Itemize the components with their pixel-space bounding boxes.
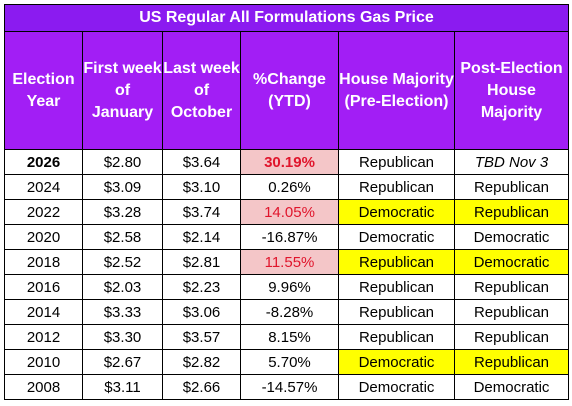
header-house-majority-post: Post-Election House Majority bbox=[454, 31, 569, 150]
table-row: 2010 $2.67 $2.82 5.70% Democratic Republ… bbox=[4, 349, 569, 375]
jan-price-cell: $2.67 bbox=[82, 349, 163, 375]
change-cell: 30.19% bbox=[240, 149, 339, 175]
oct-price-cell: $3.57 bbox=[162, 324, 241, 350]
oct-price-cell: $3.10 bbox=[162, 174, 241, 200]
table-row: 2014 $3.33 $3.06 -8.28% Republican Repub… bbox=[4, 299, 569, 325]
post-majority-cell: Democratic bbox=[454, 374, 569, 400]
change-cell: 11.55% bbox=[240, 249, 339, 275]
change-cell: -16.87% bbox=[240, 224, 339, 250]
post-majority-cell: Republican bbox=[454, 349, 569, 375]
change-cell: 5.70% bbox=[240, 349, 339, 375]
year-cell: 2022 bbox=[4, 199, 83, 225]
jan-price-cell: $3.11 bbox=[82, 374, 163, 400]
header-last-week-october: Last week of October bbox=[162, 31, 241, 150]
oct-price-cell: $3.06 bbox=[162, 299, 241, 325]
jan-price-cell: $2.03 bbox=[82, 274, 163, 300]
pre-majority-cell: Republican bbox=[338, 274, 455, 300]
year-cell: 2010 bbox=[4, 349, 83, 375]
oct-price-cell: $2.14 bbox=[162, 224, 241, 250]
jan-price-cell: $3.09 bbox=[82, 174, 163, 200]
header-election-year: Election Year bbox=[4, 31, 83, 150]
pre-majority-cell: Republican bbox=[338, 299, 455, 325]
pre-majority-cell: Democratic bbox=[338, 349, 455, 375]
year-cell: 2008 bbox=[4, 374, 83, 400]
oct-price-cell: $3.74 bbox=[162, 199, 241, 225]
table-row: 2024 $3.09 $3.10 0.26% Republican Republ… bbox=[4, 174, 569, 200]
jan-price-cell: $2.80 bbox=[82, 149, 163, 175]
year-cell: 2026 bbox=[4, 149, 83, 175]
gas-price-sheet: US Regular All Formulations Gas Price El… bbox=[4, 4, 569, 400]
table-row: 2020 $2.58 $2.14 -16.87% Democratic Demo… bbox=[4, 224, 569, 250]
table-row: 2008 $3.11 $2.66 -14.57% Democratic Demo… bbox=[4, 374, 569, 400]
jan-price-cell: $3.30 bbox=[82, 324, 163, 350]
change-cell: 14.05% bbox=[240, 199, 339, 225]
post-majority-cell: TBD Nov 3 bbox=[454, 149, 569, 175]
header-percent-change: %Change (YTD) bbox=[240, 31, 339, 150]
oct-price-cell: $2.81 bbox=[162, 249, 241, 275]
change-cell: 0.26% bbox=[240, 174, 339, 200]
pre-majority-cell: Democratic bbox=[338, 374, 455, 400]
year-cell: 2016 bbox=[4, 274, 83, 300]
year-cell: 2020 bbox=[4, 224, 83, 250]
header-first-week-january: First week of January bbox=[82, 31, 163, 150]
pre-majority-cell: Republican bbox=[338, 149, 455, 175]
pre-majority-cell: Republican bbox=[338, 324, 455, 350]
year-cell: 2014 bbox=[4, 299, 83, 325]
oct-price-cell: $2.66 bbox=[162, 374, 241, 400]
jan-price-cell: $2.52 bbox=[82, 249, 163, 275]
change-cell: -14.57% bbox=[240, 374, 339, 400]
oct-price-cell: $2.23 bbox=[162, 274, 241, 300]
post-majority-cell: Democratic bbox=[454, 249, 569, 275]
change-cell: -8.28% bbox=[240, 299, 339, 325]
table-row: 2016 $2.03 $2.23 9.96% Republican Republ… bbox=[4, 274, 569, 300]
gas-price-table: US Regular All Formulations Gas Price El… bbox=[4, 4, 569, 400]
table-row: 2022 $3.28 $3.74 14.05% Democratic Repub… bbox=[4, 199, 569, 225]
table-row: 2018 $2.52 $2.81 11.55% Republican Democ… bbox=[4, 249, 569, 275]
post-majority-cell: Republican bbox=[454, 299, 569, 325]
post-majority-cell: Republican bbox=[454, 324, 569, 350]
oct-price-cell: $3.64 bbox=[162, 149, 241, 175]
pre-majority-cell: Republican bbox=[338, 174, 455, 200]
jan-price-cell: $2.58 bbox=[82, 224, 163, 250]
jan-price-cell: $3.28 bbox=[82, 199, 163, 225]
year-cell: 2018 bbox=[4, 249, 83, 275]
change-cell: 8.15% bbox=[240, 324, 339, 350]
table-row: 2012 $3.30 $3.57 8.15% Republican Republ… bbox=[4, 324, 569, 350]
oct-price-cell: $2.82 bbox=[162, 349, 241, 375]
pre-majority-cell: Democratic bbox=[338, 224, 455, 250]
table-row: 2026 $2.80 $3.64 30.19% Republican TBD N… bbox=[4, 149, 569, 175]
post-majority-cell: Republican bbox=[454, 274, 569, 300]
pre-majority-cell: Republican bbox=[338, 249, 455, 275]
year-cell: 2012 bbox=[4, 324, 83, 350]
pre-majority-cell: Democratic bbox=[338, 199, 455, 225]
change-cell: 9.96% bbox=[240, 274, 339, 300]
post-majority-cell: Republican bbox=[454, 174, 569, 200]
post-majority-cell: Republican bbox=[454, 199, 569, 225]
jan-price-cell: $3.33 bbox=[82, 299, 163, 325]
post-majority-cell: Democratic bbox=[454, 224, 569, 250]
table-title: US Regular All Formulations Gas Price bbox=[4, 4, 569, 32]
year-cell: 2024 bbox=[4, 174, 83, 200]
header-house-majority-pre: House Majority (Pre-Election) bbox=[338, 31, 455, 150]
